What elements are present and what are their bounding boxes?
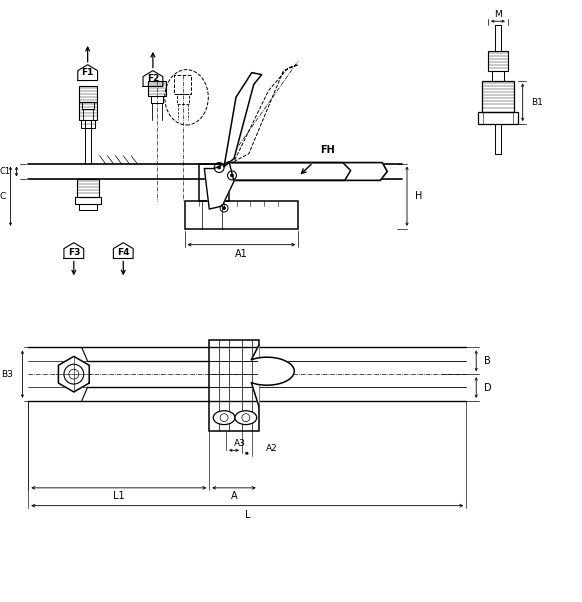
Text: B1: B1 xyxy=(531,98,544,107)
Bar xyxy=(75,197,101,204)
Circle shape xyxy=(230,174,233,177)
Polygon shape xyxy=(224,73,262,167)
Bar xyxy=(184,201,298,229)
Text: A2: A2 xyxy=(265,444,278,453)
Text: F2: F2 xyxy=(147,74,159,83)
Polygon shape xyxy=(78,64,98,81)
Polygon shape xyxy=(204,161,234,209)
Bar xyxy=(81,120,95,128)
Polygon shape xyxy=(143,70,163,87)
Bar xyxy=(478,112,518,124)
Bar xyxy=(79,102,97,120)
Bar xyxy=(81,102,94,109)
Polygon shape xyxy=(229,163,350,181)
Polygon shape xyxy=(113,243,133,258)
Polygon shape xyxy=(64,243,84,258)
Bar xyxy=(77,179,98,197)
Ellipse shape xyxy=(235,411,257,424)
Bar xyxy=(210,340,259,430)
Polygon shape xyxy=(251,346,294,406)
Bar xyxy=(492,70,504,81)
Circle shape xyxy=(218,166,221,169)
Text: B: B xyxy=(484,356,491,366)
Bar xyxy=(151,96,163,104)
Bar xyxy=(177,95,189,104)
Text: A1: A1 xyxy=(235,249,248,258)
Text: L: L xyxy=(244,509,250,520)
Polygon shape xyxy=(58,356,89,392)
Bar xyxy=(200,164,229,201)
Circle shape xyxy=(223,206,226,209)
Bar xyxy=(148,81,166,96)
Bar xyxy=(79,87,97,102)
Bar xyxy=(482,81,514,112)
Text: F1: F1 xyxy=(81,68,94,77)
Text: M: M xyxy=(494,10,502,19)
Ellipse shape xyxy=(213,411,235,424)
Text: D: D xyxy=(484,382,492,393)
Bar xyxy=(173,75,191,95)
Text: F3: F3 xyxy=(68,248,80,257)
Text: C: C xyxy=(0,191,6,200)
Text: L1: L1 xyxy=(113,491,125,501)
Text: A3: A3 xyxy=(234,439,246,448)
Text: B3: B3 xyxy=(1,370,13,379)
Text: F4: F4 xyxy=(117,248,130,257)
Text: C1: C1 xyxy=(0,167,10,176)
Bar xyxy=(79,204,97,210)
Text: A: A xyxy=(230,491,237,501)
Polygon shape xyxy=(229,163,387,181)
Text: H: H xyxy=(415,191,423,201)
Bar xyxy=(488,51,508,70)
Text: FH: FH xyxy=(321,144,335,155)
